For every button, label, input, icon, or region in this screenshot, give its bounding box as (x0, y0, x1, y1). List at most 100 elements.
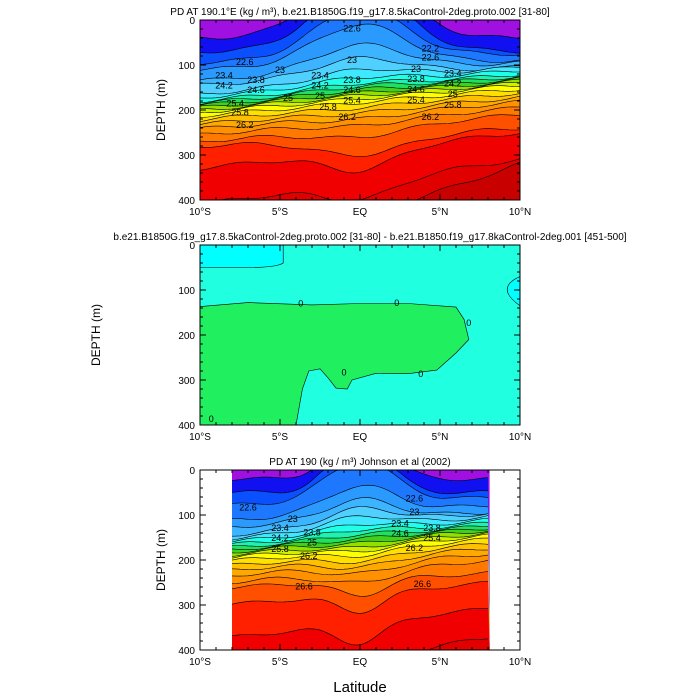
contour-label: 0 (341, 368, 346, 378)
y-tick-label: 300 (178, 376, 195, 387)
contour-label: 22.6 (422, 53, 440, 63)
contour-label: 0 (298, 299, 303, 309)
contour-label: 24.2 (271, 533, 289, 543)
x-tick-label: 10°S (189, 432, 211, 443)
contour-band (200, 302, 470, 425)
chart-title: PD AT 190 (kg / m³) Johnson et al (2002) (269, 457, 450, 468)
contour-line (231, 548, 489, 570)
y-tick-label: 200 (178, 106, 195, 117)
contour-line (200, 75, 520, 103)
chart-title: b.e21.B1850G.f19_g17.8.5kaControl-2deg.p… (113, 232, 626, 243)
contour-band (232, 608, 490, 650)
contour-label: 24.6 (343, 85, 361, 95)
contour-label: 23.8 (247, 75, 265, 85)
contour-line (200, 85, 520, 113)
contour-label: 25 (307, 538, 317, 548)
x-tick-label: 5°N (432, 207, 449, 218)
contour-label: 23.4 (271, 523, 289, 533)
contour-line (200, 76, 520, 106)
contour-line (231, 521, 489, 544)
contour-line (200, 20, 520, 54)
contour-line (200, 161, 520, 200)
contour-label: 25.8 (271, 544, 289, 554)
contour-line (200, 114, 520, 142)
x-tick-label: 10°N (509, 432, 531, 443)
x-tick-label: EQ (353, 207, 368, 218)
x-tick-label: 10°N (509, 657, 531, 668)
x-tick-label: 10°S (189, 207, 211, 218)
y-tick-label: 0 (189, 16, 195, 27)
contour-label: 23.4 (215, 71, 233, 81)
contour-label: 23.8 (423, 523, 441, 533)
y-tick-label: 400 (178, 421, 195, 432)
contour-line (231, 559, 489, 585)
contour-label: 22.6 (239, 503, 257, 513)
contour-line (231, 506, 489, 537)
contour-line (231, 533, 489, 559)
panel-2: 0 0 0 0 0 0 10°S 5°S EQ 5°N 10°N 0 100 200 300 400 DEPTH… (89, 232, 627, 443)
contour-label: 25 (315, 91, 325, 101)
contour-line (200, 158, 520, 200)
contour-line (200, 82, 520, 110)
contour-label: 23.4 (444, 68, 462, 78)
contour-label: 26.2 (236, 120, 254, 130)
contour-label: 26.2 (338, 112, 356, 122)
contour-label: 24.2 (444, 79, 462, 89)
y-tick-label: 300 (178, 151, 195, 162)
y-tick-label: 300 (178, 601, 195, 612)
y-axis-label: DEPTH (m) (154, 529, 168, 591)
contour-label: 22.2 (422, 44, 440, 54)
contour-line (200, 66, 520, 95)
contour-label: 25.4 (343, 95, 361, 105)
contour-line (200, 90, 520, 118)
y-axis-label: DEPTH (m) (89, 304, 103, 366)
contour-label: 0 (418, 369, 423, 379)
contour-line (200, 56, 520, 85)
contour-label: 25.4 (423, 533, 441, 543)
x-tick-label: EQ (353, 432, 368, 443)
contour-line (231, 581, 489, 614)
y-tick-label: 0 (189, 241, 195, 252)
contour-band (200, 162, 520, 200)
contour-label: 23 (275, 65, 285, 75)
y-tick-label: 200 (178, 556, 195, 567)
contour-line (231, 571, 489, 597)
contour-label: 25.4 (407, 95, 425, 105)
contour-label: 24.2 (215, 80, 233, 90)
contour-line (200, 133, 520, 174)
contour-line (231, 528, 489, 550)
x-tick-label: 5°N (432, 432, 449, 443)
x-tick-label: 10°N (509, 207, 531, 218)
contour-label: 25.8 (319, 102, 337, 112)
contour-line (200, 70, 520, 99)
contour-line (231, 470, 489, 495)
contour-label: 26.6 (414, 579, 432, 589)
contour-line (231, 525, 489, 547)
contour-label: 0 (394, 298, 399, 308)
contour-line (231, 470, 489, 482)
contour-label: 22.6 (406, 494, 424, 504)
y-tick-label: 400 (178, 196, 195, 207)
y-tick-label: 100 (178, 286, 195, 297)
chart-title: PD AT 190.1°E (kg / m³), b.e21.B1850G.f1… (170, 7, 550, 18)
x-tick-label: 5°S (272, 657, 289, 668)
x-tick-label: 5°N (432, 657, 449, 668)
contour-label: 24.6 (247, 85, 265, 95)
contour-label: 24.2 (311, 80, 329, 90)
contour-line (200, 99, 520, 128)
contour-band (200, 245, 284, 268)
y-tick-label: 100 (178, 511, 195, 522)
contour-label: 23 (288, 514, 298, 524)
contour-label: 24.6 (391, 529, 409, 539)
contour-line (232, 638, 489, 650)
contour-line (231, 470, 489, 505)
contour-line (200, 78, 520, 107)
contour-line (200, 128, 520, 157)
x-tick-label: EQ (353, 657, 368, 668)
contour-label: 23.8 (343, 75, 361, 85)
contour-label: 23.8 (303, 527, 321, 537)
contour-line (200, 20, 520, 40)
